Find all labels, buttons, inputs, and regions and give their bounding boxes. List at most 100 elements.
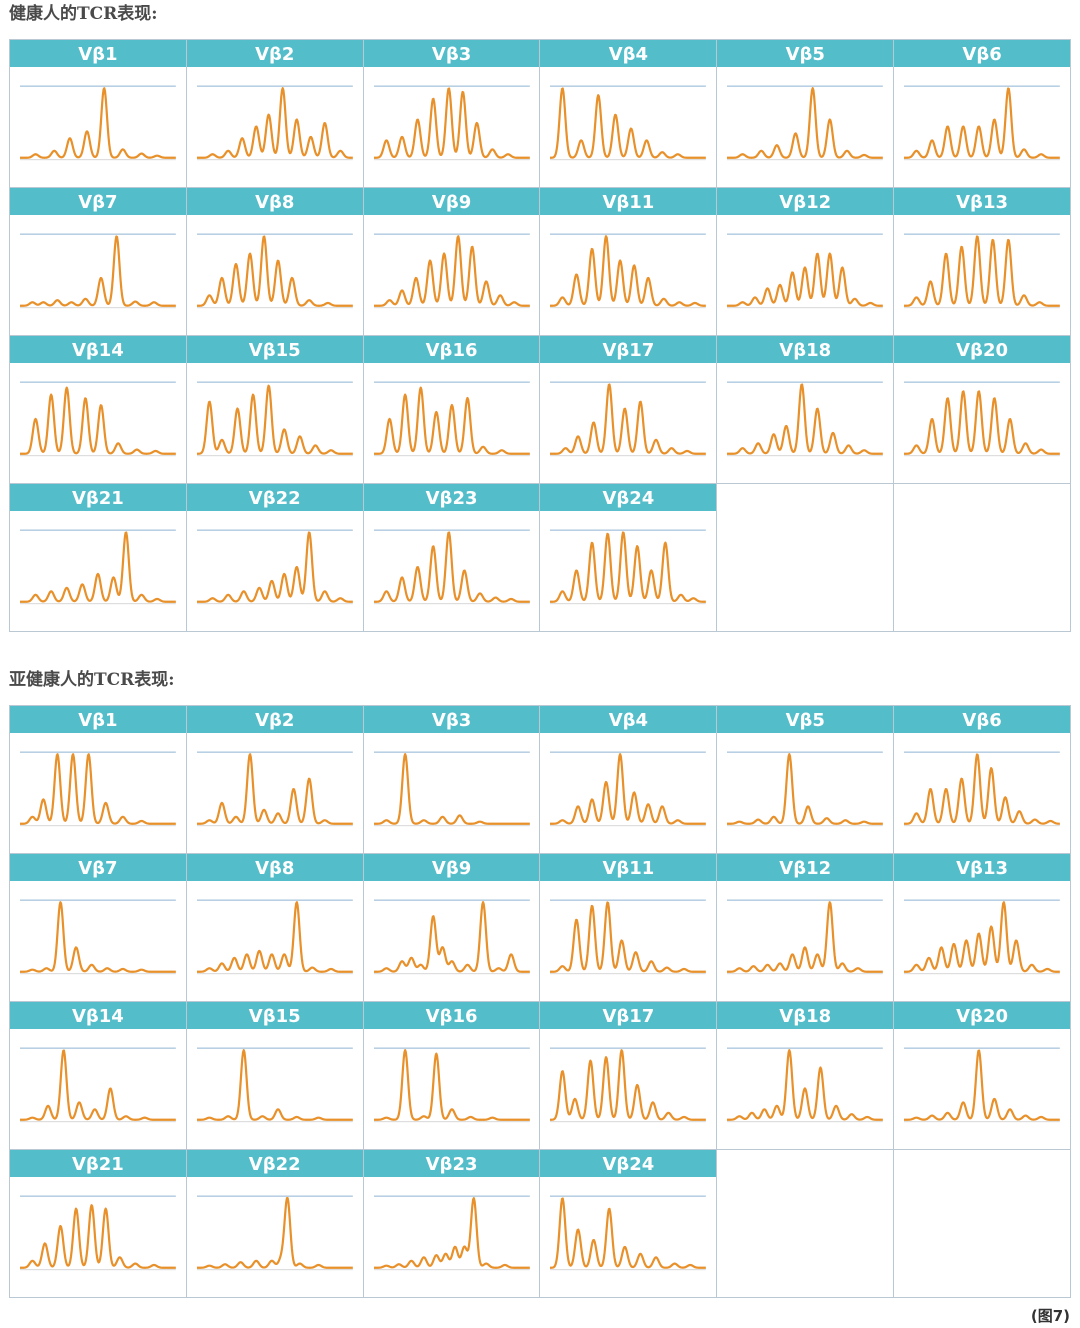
spectratype-panel: Vβ21	[10, 1150, 187, 1298]
spectratype-plot	[19, 1195, 177, 1271]
spectratype-plot	[550, 529, 707, 605]
panel-plot-area	[717, 1031, 893, 1149]
spectratype-plot	[19, 233, 177, 309]
spectratype-panel: Vβ1	[10, 706, 187, 854]
spectratype-panel: Vβ21	[10, 484, 187, 632]
section-title-subhealthy: 亚健康人的TCR表现:	[9, 670, 175, 690]
spectratype-plot	[196, 381, 354, 457]
spectratype-panel: Vβ13	[894, 188, 1071, 336]
spectratype-panel: Vβ9	[363, 188, 541, 336]
spectratype-plot	[196, 899, 354, 975]
panel-label: Vβ14	[10, 336, 186, 365]
spectratype-plot	[373, 381, 530, 457]
spectratype-plot	[373, 1047, 530, 1123]
panel-plot-area	[10, 217, 186, 335]
panel-plot-area	[894, 69, 1070, 187]
spectratype-panel: Vβ17	[540, 336, 718, 484]
spectratype-plot	[196, 1195, 354, 1271]
spectratype-plot	[373, 899, 530, 975]
panel-plot-area	[894, 735, 1070, 853]
spectratype-plot	[19, 1047, 177, 1123]
panel-label: Vβ17	[540, 1002, 717, 1031]
empty-cell	[717, 1150, 895, 1298]
panel-label: Vβ9	[363, 854, 540, 883]
panel-plot-area	[540, 365, 716, 483]
spectratype-plot	[19, 751, 177, 827]
panel-label: Vβ21	[10, 1150, 186, 1179]
spectratype-panel: Vβ24	[540, 1150, 718, 1298]
peak-curve	[373, 386, 530, 455]
peak-curve	[726, 87, 884, 159]
panel-label: Vβ4	[540, 40, 717, 69]
panel-plot-area	[540, 513, 716, 631]
panel-plot-area	[540, 883, 716, 1001]
peak-curve	[903, 87, 1061, 159]
spectratype-panel: Vβ24	[540, 484, 718, 632]
spectratype-panel: Vβ11	[540, 854, 718, 1002]
spectratype-plot	[550, 1047, 707, 1123]
peak-curve	[19, 753, 177, 825]
panel-label: Vβ1	[10, 40, 186, 69]
spectratype-panel: Vβ14	[10, 336, 187, 484]
spectratype-panel: Vβ8	[186, 188, 364, 336]
spectratype-panel: Vβ16	[363, 336, 541, 484]
panel-label: Vβ6	[894, 706, 1070, 735]
panel-plot-area	[717, 883, 893, 1001]
figure-caption: (图7)	[1030, 1307, 1070, 1325]
panel-label: Vβ15	[186, 336, 363, 365]
spectratype-plot	[373, 85, 530, 161]
peak-curve	[373, 901, 530, 973]
empty-cell	[894, 484, 1071, 632]
spectratype-plot	[550, 381, 707, 457]
spectratype-panel: Vβ13	[894, 854, 1071, 1002]
panel-plot-area	[717, 69, 893, 187]
panel-label: Vβ1	[10, 706, 186, 735]
panel-plot-area	[364, 217, 540, 335]
spectratype-plot	[726, 899, 884, 975]
spectratype-plot	[550, 233, 707, 309]
panel-label: Vβ11	[540, 188, 717, 217]
panel-plot-area	[10, 513, 186, 631]
spectratype-panel: Vβ18	[717, 336, 895, 484]
peak-curve	[373, 753, 530, 825]
spectratype-plot	[903, 899, 1061, 975]
spectratype-plot	[196, 751, 354, 827]
panel-label: Vβ24	[540, 1150, 717, 1179]
panel-label: Vβ8	[186, 188, 363, 217]
panel-label: Vβ7	[10, 854, 186, 883]
peak-curve	[19, 87, 177, 159]
peak-curve	[196, 901, 354, 973]
panel-label: Vβ3	[363, 706, 540, 735]
panel-label: Vβ13	[894, 854, 1070, 883]
spectratype-panel: Vβ3	[363, 706, 541, 854]
panel-label: Vβ15	[186, 1002, 363, 1031]
panel-plot-area	[10, 735, 186, 853]
panel-label: Vβ22	[186, 484, 363, 513]
spectratype-panel: Vβ15	[186, 1002, 364, 1150]
spectratype-panel: Vβ6	[894, 706, 1071, 854]
spectratype-panel: Vβ12	[717, 854, 895, 1002]
panel-plot-area	[364, 735, 540, 853]
peak-curve	[726, 252, 884, 307]
panel-label: Vβ12	[717, 188, 894, 217]
panel-label: Vβ9	[363, 188, 540, 217]
panel-plot-area	[894, 1031, 1070, 1149]
panel-plot-area	[10, 1031, 186, 1149]
spectratype-panel: Vβ1	[10, 40, 187, 188]
peak-curve	[903, 753, 1061, 825]
panel-label: Vβ2	[186, 40, 363, 69]
spectratype-panel: Vβ7	[10, 854, 187, 1002]
peak-curve	[550, 235, 707, 307]
panel-plot-area	[717, 735, 893, 853]
panel-label: Vβ7	[10, 188, 186, 217]
peak-curve	[903, 901, 1061, 973]
panel-plot-area	[894, 883, 1070, 1001]
spectratype-panel: Vβ4	[540, 706, 718, 854]
spectratype-plot	[903, 381, 1061, 457]
panel-plot-area	[364, 365, 540, 483]
spectratype-plot	[726, 233, 884, 309]
spectratype-panel: Vβ12	[717, 188, 895, 336]
empty-cell	[717, 484, 895, 632]
spectratype-panel: Vβ2	[186, 706, 364, 854]
panel-label: Vβ17	[540, 336, 717, 365]
